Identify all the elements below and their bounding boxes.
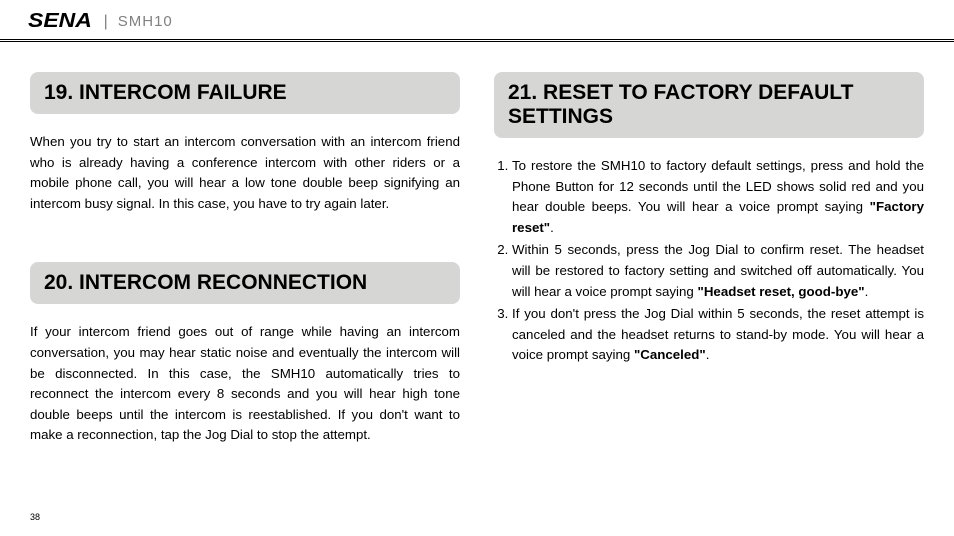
section-21-list: To restore the SMH10 to factory default … (494, 156, 924, 366)
section-21-item-1: To restore the SMH10 to factory default … (512, 156, 924, 238)
left-column: 19. INTERCOM FAILURE When you try to sta… (30, 72, 460, 446)
section-20-title: 20. INTERCOM RECONNECTION (30, 262, 460, 304)
page-header: SENA | SMH10 (0, 0, 954, 39)
product-model: SMH10 (118, 13, 173, 30)
section-21-item-2: Within 5 seconds, press the Jog Dial to … (512, 240, 924, 302)
header-divider: | (104, 13, 108, 31)
right-column: 21. RESET TO FACTORY DEFAULT SETTINGS To… (494, 72, 924, 446)
section-19-body: When you try to start an intercom conver… (30, 132, 460, 214)
page-content: 19. INTERCOM FAILURE When you try to sta… (0, 42, 954, 446)
brand-logo: SENA (28, 10, 92, 33)
section-21-title: 21. RESET TO FACTORY DEFAULT SETTINGS (494, 72, 924, 138)
page-number: 38 (30, 512, 40, 522)
section-20-body: If your intercom friend goes out of rang… (30, 322, 460, 446)
section-19-title: 19. INTERCOM FAILURE (30, 72, 460, 114)
section-21-item-3: If you don't press the Jog Dial within 5… (512, 304, 924, 366)
